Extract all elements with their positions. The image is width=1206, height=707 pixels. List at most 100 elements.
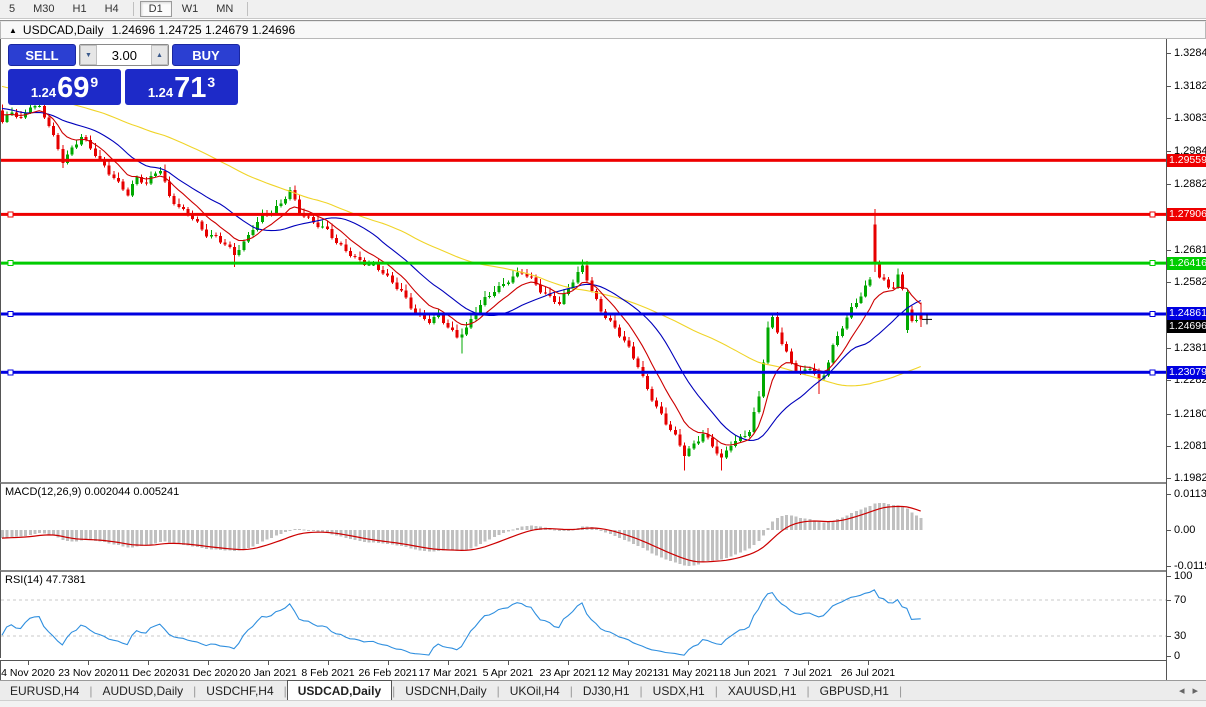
- tab-gbpusd[interactable]: GBPUSD,H1: [819, 683, 889, 698]
- candle-body: [780, 332, 784, 344]
- rsi-line: [1, 589, 921, 656]
- macd-histogram-bar: [168, 530, 172, 543]
- macd-histogram-bar: [14, 530, 18, 537]
- macd-histogram-bar: [316, 530, 320, 532]
- collapse-chart-icon[interactable]: ▲: [9, 25, 17, 35]
- candle-body: [390, 275, 394, 283]
- level-line-1.24861[interactable]: [1, 312, 1166, 316]
- bid-price-tile[interactable]: 1.24 69 9: [8, 69, 121, 105]
- tab-scroll-left-icon[interactable]: ◂: [1178, 685, 1185, 697]
- level-line-1.23079[interactable]: [1, 370, 1166, 374]
- tab-dj30[interactable]: DJ30,H1: [582, 683, 630, 698]
- ask-price-tile[interactable]: 1.24 71 3: [125, 69, 238, 105]
- volume-increase-icon[interactable]: ▲: [151, 45, 168, 65]
- macd-histogram-bar: [478, 530, 482, 545]
- timeframe-button-m30[interactable]: M30: [33, 3, 55, 15]
- moving-average-55: [1, 85, 921, 387]
- macd-histogram-bar: [455, 530, 459, 552]
- candle-body: [901, 274, 905, 289]
- level-line-handle[interactable]: [7, 211, 14, 218]
- candle-body: [845, 317, 849, 329]
- macd-histogram-bar: [446, 530, 450, 551]
- level-line-handle[interactable]: [1149, 211, 1156, 218]
- candle-body: [214, 235, 218, 237]
- candle-body: [89, 140, 93, 149]
- tab-xauusd[interactable]: XAUUSD,H1: [727, 683, 797, 698]
- tab-scroll-right-icon[interactable]: ▸: [1192, 685, 1198, 697]
- candle-body: [757, 396, 761, 412]
- tab-usdx[interactable]: USDX,H1: [652, 683, 705, 698]
- date-tick: [388, 661, 389, 665]
- date-axis-label: 17 Mar 2021: [418, 667, 478, 679]
- candle-body: [854, 302, 858, 307]
- date-tick: [448, 661, 449, 665]
- candle-body: [771, 317, 775, 328]
- macd-histogram-bar: [469, 530, 473, 549]
- level-line-1.29559[interactable]: [1, 158, 1166, 162]
- price-axis[interactable]: 1.328401.318201.308301.298401.288201.278…: [1166, 39, 1206, 700]
- price-axis-label: 1.30830: [1174, 112, 1206, 125]
- timeframe-button-5[interactable]: 5: [9, 3, 16, 15]
- price-axis-label-tick: [1167, 52, 1171, 54]
- candle-body: [529, 276, 533, 278]
- tab-usdchf[interactable]: USDCHF,H4: [206, 683, 274, 698]
- macd-histogram-bar: [390, 530, 394, 545]
- candle-body: [376, 264, 380, 271]
- macd-histogram-bar: [720, 530, 724, 560]
- candle-body: [455, 330, 459, 338]
- price-axis-label: 1.21800: [1174, 407, 1206, 420]
- level-line-handle[interactable]: [1149, 260, 1156, 267]
- level-line-1.26416[interactable]: [1, 261, 1166, 265]
- timeframe-button-mn[interactable]: MN: [216, 3, 234, 15]
- price-axis-label-tick: [1167, 85, 1171, 87]
- candle-body: [650, 388, 654, 401]
- level-line-handle[interactable]: [1149, 369, 1156, 376]
- candle-body: [61, 148, 65, 164]
- macd-axis-label: 0.01135: [1174, 488, 1206, 501]
- timeframe-button-d1[interactable]: D1: [139, 1, 172, 17]
- macd-axis-label-tick: [1167, 566, 1171, 568]
- price-axis-label: 1.29840: [1174, 144, 1206, 157]
- tab-usdcnh[interactable]: USDCNH,Daily: [405, 683, 487, 698]
- candle-body: [117, 178, 120, 182]
- volume-decrease-icon[interactable]: ▼: [80, 45, 97, 65]
- candle-body: [381, 270, 385, 274]
- candle-body: [585, 265, 589, 281]
- candle-body: [1, 110, 4, 122]
- level-price-tag: 1.23079: [1167, 365, 1206, 379]
- macd-canvas: [1, 502, 923, 566]
- candle-body: [775, 317, 779, 333]
- volume-input[interactable]: 3.00: [111, 47, 137, 63]
- macd-histogram-bar: [265, 530, 269, 540]
- level-line-handle[interactable]: [1149, 310, 1156, 317]
- sell-button[interactable]: SELL: [8, 44, 76, 66]
- candle-body: [632, 346, 636, 359]
- rsi-axis-label: 70: [1174, 593, 1187, 606]
- macd-histogram-bar: [808, 519, 812, 530]
- timeframe-button-h1[interactable]: H1: [72, 3, 87, 15]
- timeframe-button-h4[interactable]: H4: [104, 3, 119, 15]
- level-line-handle[interactable]: [7, 369, 14, 376]
- buy-button[interactable]: BUY: [172, 44, 240, 66]
- macd-histogram-bar: [386, 530, 390, 545]
- tab-eurusd[interactable]: EURUSD,H4: [10, 683, 80, 698]
- timeframe-button-w1[interactable]: W1: [181, 3, 199, 15]
- candle-body: [126, 189, 130, 196]
- tab-ukoil[interactable]: UKOil,H4: [509, 683, 560, 698]
- macd-histogram-bar: [525, 525, 529, 530]
- candle-body: [905, 292, 909, 331]
- level-line-handle[interactable]: [7, 310, 14, 317]
- rsi-canvas: [1, 589, 1166, 656]
- macd-histogram-bar: [98, 530, 102, 542]
- macd-histogram-bar: [613, 530, 617, 537]
- candle-body: [293, 189, 297, 200]
- level-line-1.27906[interactable]: [1, 212, 1166, 216]
- candle-body: [219, 235, 223, 243]
- level-line-handle[interactable]: [7, 260, 14, 267]
- tab-audusd[interactable]: AUDUSD,Daily: [102, 683, 184, 698]
- tab-usdcad[interactable]: USDCAD,Daily: [286, 680, 393, 700]
- candle-body: [576, 272, 580, 283]
- candle-body: [516, 272, 520, 277]
- macd-histogram-bar: [817, 521, 821, 530]
- macd-histogram-bar: [61, 530, 65, 541]
